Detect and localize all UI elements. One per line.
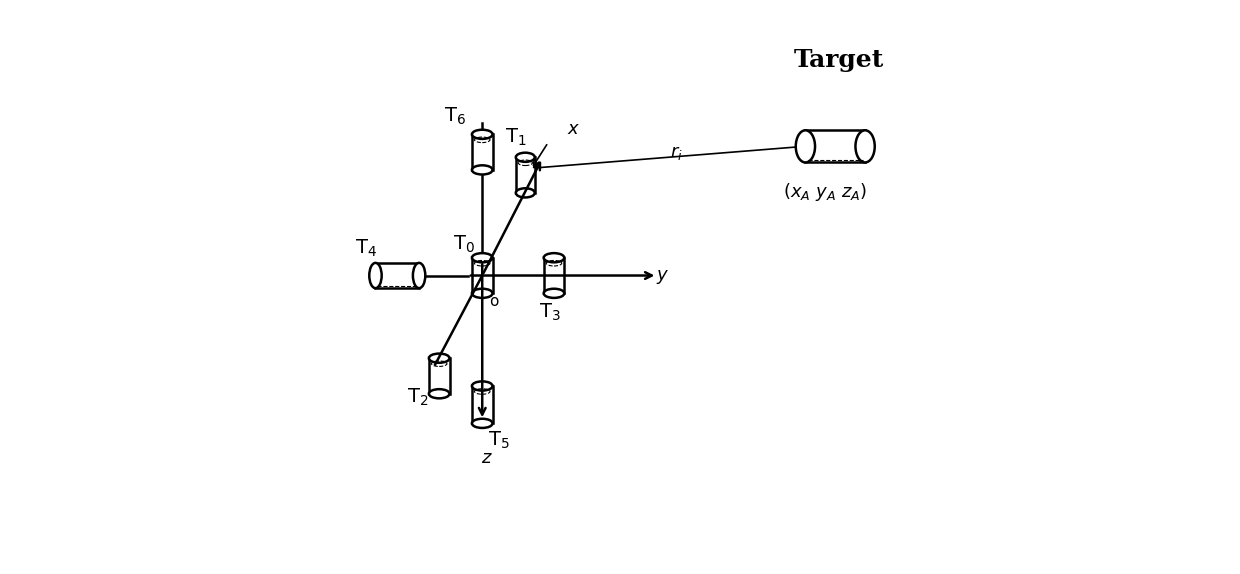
Ellipse shape	[472, 165, 492, 174]
Text: $(x_A\ y_A\ z_A)$: $(x_A\ y_A\ z_A)$	[784, 181, 868, 203]
Text: $\rm{T}_{5}$: $\rm{T}_{5}$	[487, 430, 510, 452]
Ellipse shape	[472, 419, 492, 428]
Text: $r_i$: $r_i$	[670, 144, 683, 162]
Ellipse shape	[429, 354, 450, 363]
Text: $\rm{T}_{4}$: $\rm{T}_{4}$	[356, 237, 377, 259]
Text: $z$: $z$	[481, 449, 492, 467]
Text: o: o	[489, 294, 498, 309]
Polygon shape	[376, 263, 419, 288]
Text: $x$: $x$	[567, 120, 580, 138]
Ellipse shape	[516, 153, 534, 162]
Polygon shape	[472, 386, 492, 424]
Ellipse shape	[516, 188, 534, 197]
Text: $\rm{T}_{6}$: $\rm{T}_{6}$	[444, 105, 466, 127]
Text: $y$: $y$	[656, 267, 668, 286]
Text: Target: Target	[794, 48, 884, 72]
Polygon shape	[429, 358, 450, 394]
Polygon shape	[472, 258, 492, 293]
Text: $\rm{T}_{0}$: $\rm{T}_{0}$	[453, 233, 475, 255]
Ellipse shape	[413, 263, 425, 288]
Ellipse shape	[472, 289, 492, 298]
Ellipse shape	[472, 381, 492, 390]
Polygon shape	[806, 130, 866, 162]
Text: $\rm{T}_{3}$: $\rm{T}_{3}$	[539, 302, 560, 324]
Polygon shape	[543, 258, 564, 293]
Ellipse shape	[429, 389, 450, 398]
Ellipse shape	[472, 253, 492, 262]
Ellipse shape	[543, 289, 564, 298]
Ellipse shape	[370, 263, 382, 288]
Ellipse shape	[856, 130, 874, 162]
Text: $\rm{T}_{2}$: $\rm{T}_{2}$	[407, 386, 429, 408]
Text: $\rm{T}_{1}$: $\rm{T}_{1}$	[505, 127, 526, 149]
Ellipse shape	[796, 130, 815, 162]
Polygon shape	[472, 134, 492, 170]
Ellipse shape	[472, 130, 492, 139]
Polygon shape	[516, 157, 534, 193]
Ellipse shape	[543, 253, 564, 262]
